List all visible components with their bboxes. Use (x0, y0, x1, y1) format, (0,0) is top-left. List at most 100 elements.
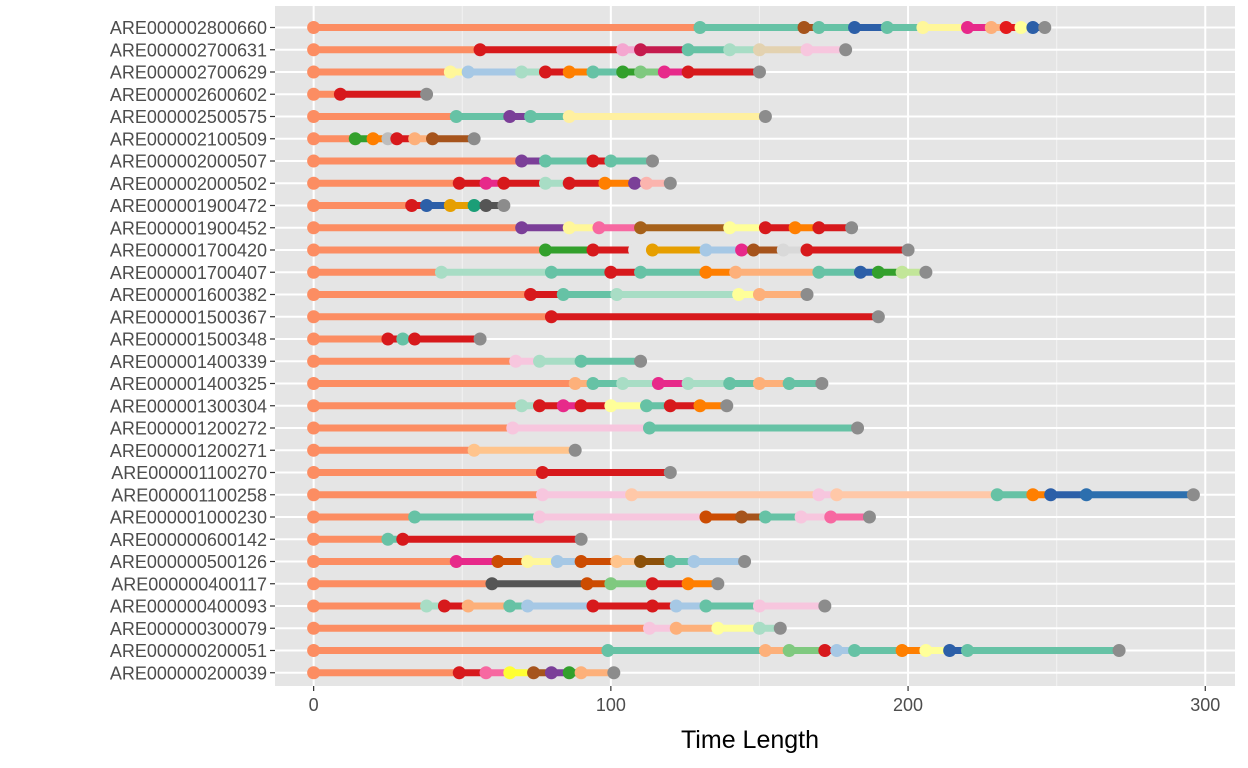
y-tick-label: ARE000000400117 (111, 574, 267, 594)
state-change-point (628, 176, 642, 190)
state-change-point (503, 666, 517, 680)
state-change-point (818, 644, 832, 657)
state-change-point (812, 488, 826, 502)
state-change-point (562, 110, 576, 123)
state-change-point (408, 132, 422, 146)
track-ARE000000200051 (307, 644, 1126, 657)
state-change-point (544, 265, 558, 279)
track-start-point (307, 666, 321, 680)
track-ARE000001000230 (307, 510, 876, 524)
state-change-point (999, 21, 1013, 34)
y-tick-label: ARE000001400339 (110, 352, 267, 372)
track-ARE000002600602 (307, 87, 434, 101)
track-ARE000001700420 (307, 243, 915, 257)
state-change-point (420, 599, 434, 613)
state-change-point (601, 644, 615, 657)
state-change-point (586, 65, 600, 79)
state-change-point (732, 288, 746, 301)
track-end-point (758, 110, 772, 123)
state-change-point (467, 199, 481, 212)
state-change-point (544, 310, 558, 324)
state-change-point (812, 221, 826, 235)
state-change-point (616, 377, 630, 390)
state-change-point (699, 265, 713, 279)
state-change-point (723, 377, 737, 390)
state-change-point (990, 488, 1004, 502)
track-start-point (307, 21, 321, 34)
state-change-point (651, 377, 665, 390)
state-change-point (616, 65, 630, 79)
state-change-point (461, 599, 475, 613)
state-change-point (758, 221, 772, 235)
state-change-point (854, 265, 868, 279)
state-change-point (535, 488, 549, 502)
track-end-point (773, 621, 787, 635)
state-change-point (348, 132, 362, 146)
x-axis-title: Time Length (681, 726, 819, 754)
state-change-point (681, 43, 695, 57)
state-change-point (752, 377, 766, 390)
track-ARE000000600142 (307, 532, 588, 546)
track-start-point (307, 555, 321, 568)
state-change-point (604, 154, 618, 168)
state-change-point (634, 555, 648, 568)
state-change-point (723, 43, 737, 57)
state-change-point (515, 154, 529, 168)
track-start-point (307, 421, 321, 435)
state-change-point (1044, 488, 1058, 502)
y-tick-label: ARE000001500348 (110, 330, 267, 350)
state-change-point (533, 354, 547, 368)
state-change-point (443, 199, 457, 212)
track-ARE000001900472 (307, 199, 511, 212)
state-change-point (381, 532, 395, 546)
y-tick-label: ARE000001100258 (111, 485, 267, 505)
state-change-point (752, 288, 766, 301)
y-tick-label: ARE000001200272 (110, 419, 267, 439)
state-change-point (538, 176, 552, 190)
state-change-point (693, 399, 707, 413)
y-tick-label: ARE000000400093 (110, 597, 267, 617)
state-change-point (735, 510, 749, 524)
state-change-point (479, 176, 493, 190)
y-tick-label: ARE000001300304 (110, 396, 267, 416)
state-change-point (405, 199, 419, 212)
tracks (307, 21, 1200, 680)
y-tick-label: ARE000000300079 (110, 619, 267, 639)
state-change-point (800, 243, 814, 257)
track-ARE000000300079 (307, 621, 787, 635)
state-change-point (699, 243, 713, 257)
state-change-point (800, 43, 814, 57)
state-change-point (426, 132, 440, 146)
state-change-point (586, 154, 600, 168)
state-change-point (830, 644, 844, 657)
track-ARE000001100258 (307, 488, 1200, 502)
state-change-point (752, 599, 766, 613)
state-change-point (943, 644, 957, 657)
y-tick-label: ARE000002600602 (110, 85, 267, 105)
state-change-point (491, 555, 505, 568)
track-ARE000001300304 (307, 399, 734, 413)
state-change-point (527, 666, 541, 680)
state-change-point (574, 354, 588, 368)
track-ARE000002700629 (307, 65, 766, 79)
state-change-point (533, 399, 547, 413)
track-end-point (574, 532, 588, 546)
track-ARE000001900452 (307, 221, 859, 235)
track-start-point (307, 199, 321, 212)
track-end-point (634, 354, 648, 368)
state-change-point (788, 221, 802, 235)
state-change-point (604, 577, 618, 591)
state-change-point (485, 577, 499, 591)
state-change-point (562, 65, 576, 79)
state-change-point (503, 110, 517, 123)
track-start-point (307, 332, 321, 346)
state-change-point (610, 288, 624, 301)
track-ARE000001500348 (307, 332, 487, 346)
state-change-point (604, 265, 618, 279)
state-change-point (586, 243, 600, 257)
track-start-point (307, 599, 321, 613)
y-tick-label: ARE000001000230 (110, 508, 267, 528)
y-tick-label: ARE000001900472 (110, 196, 267, 216)
track-start-point (307, 110, 321, 123)
state-change-point (461, 65, 475, 79)
